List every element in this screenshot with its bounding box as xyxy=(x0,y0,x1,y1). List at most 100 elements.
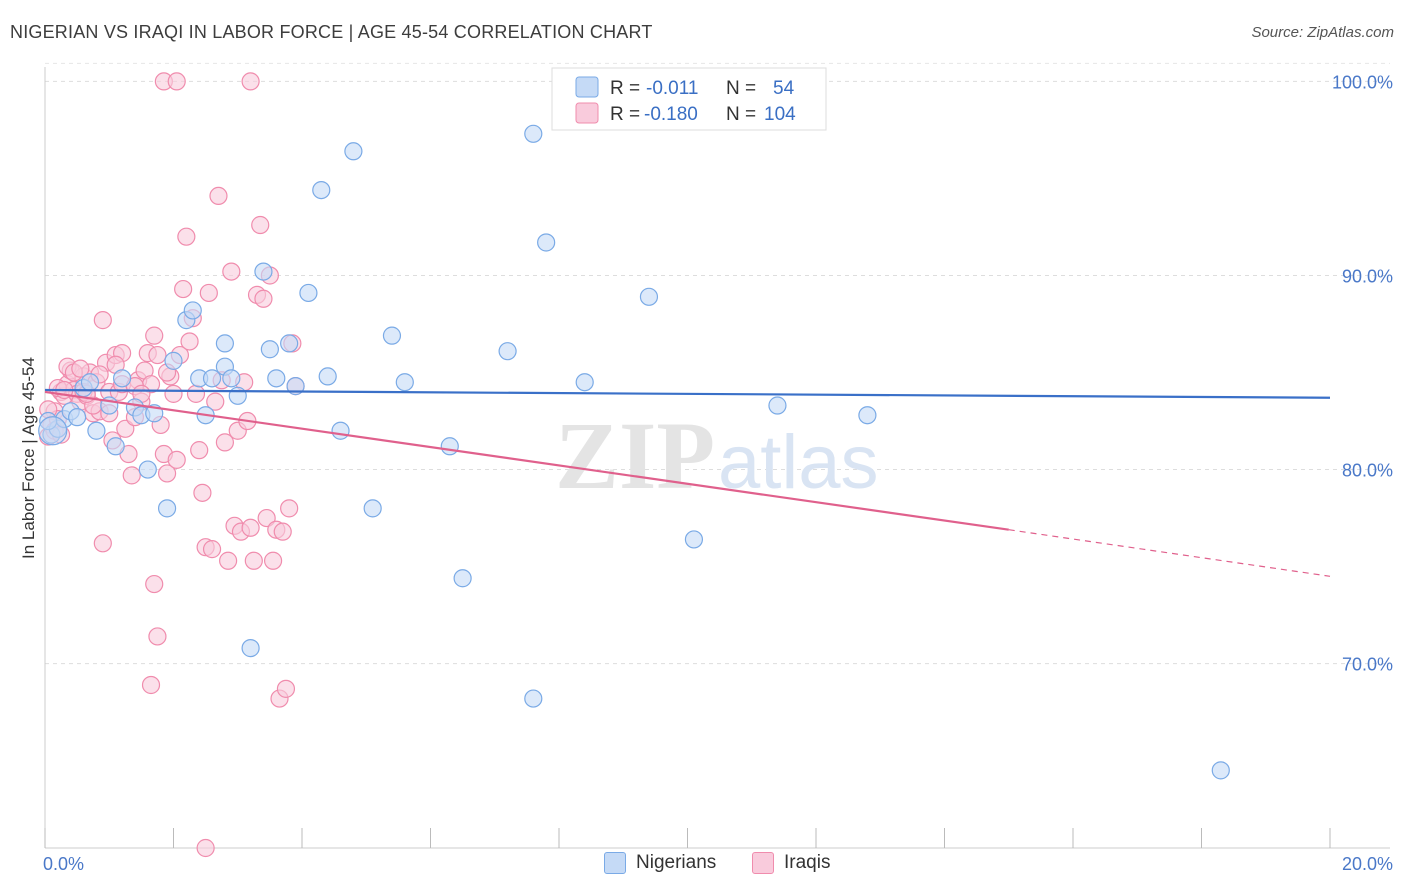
iraqi-point-55 xyxy=(215,433,234,452)
nigerian-point-51 xyxy=(858,406,877,425)
nigerian-trend-line xyxy=(44,388,1331,399)
legend-swatch-iraqis-bottom xyxy=(752,852,774,874)
nigerian-point-50 xyxy=(768,396,787,415)
nigerian-point-45 xyxy=(537,233,556,252)
nigerian-point-9 xyxy=(106,437,125,456)
iraqi-point-46 xyxy=(186,384,206,403)
nigerian-point-36 xyxy=(344,142,363,161)
legend-n-value-2: 104 xyxy=(764,104,796,125)
iraqi-point-26 xyxy=(122,466,141,485)
iraqi-point-56 xyxy=(219,551,238,570)
nigerian-point-13 xyxy=(138,460,157,479)
series-legend: Nigerians Iraqis xyxy=(0,852,1406,878)
legend-r-label-2: R = xyxy=(610,104,640,125)
iraqi-point-39 xyxy=(164,384,183,403)
gridlines xyxy=(45,62,1390,665)
iraqi-point-17 xyxy=(93,311,112,330)
nigerian-point-46 xyxy=(575,373,594,392)
legend-r-value-2: -0.180 xyxy=(644,104,698,125)
legend-item-iraqis: Iraqis xyxy=(752,852,830,874)
iraqi-point-86 xyxy=(196,838,215,858)
iraqi-point-40 xyxy=(167,450,186,469)
iraqi-point-64 xyxy=(244,551,263,570)
nigerian-point-35 xyxy=(331,421,350,440)
nigerian-point-4 xyxy=(68,408,87,427)
iraqi-point-37 xyxy=(157,464,177,483)
iraqi-point-44 xyxy=(180,332,199,351)
axes xyxy=(44,67,1390,849)
nigerian-point-34 xyxy=(318,367,337,386)
chart-title: NIGERIAN VS IRAQI IN LABOR FORCE | AGE 4… xyxy=(10,22,653,42)
watermark-atlas: atlas xyxy=(718,420,879,505)
legend-label-iraqis: Iraqis xyxy=(784,852,831,873)
y-tick-label-2: 90.0% xyxy=(1342,266,1393,286)
legend-n-value-1: 54 xyxy=(773,78,795,99)
iraqi-point-74 xyxy=(276,679,296,698)
legend-item-nigerians: Nigerians xyxy=(604,852,716,874)
nigerian-point-15 xyxy=(157,499,177,518)
iraqi-point-79 xyxy=(93,534,112,553)
iraqi-point-70 xyxy=(263,551,283,570)
source-label: Source: ZipAtlas.com xyxy=(1251,24,1394,41)
nigerian-point-32 xyxy=(299,283,318,303)
nigerian-point-7 xyxy=(87,421,106,440)
nigerian-point-26 xyxy=(241,639,260,658)
nigerian-point-31 xyxy=(286,377,305,396)
nigerian-point-21 xyxy=(202,369,222,388)
iraqi-point-82 xyxy=(141,675,161,695)
nigerian-point-44 xyxy=(524,689,543,708)
iraqi-point-50 xyxy=(199,283,218,303)
nigerian-point-48 xyxy=(684,530,704,549)
iraqi-point-24 xyxy=(116,419,135,438)
nigerian-point-29 xyxy=(267,369,286,388)
iraqi-trend-line xyxy=(44,390,1009,531)
iraqi-point-75 xyxy=(280,499,299,518)
nigerians-points xyxy=(38,72,1230,780)
legend-swatch-nigerians xyxy=(575,76,599,98)
iraqi-point-98 xyxy=(71,359,90,378)
tick-labels: 70.0% 80.0% 90.0% 100.0% 0.0% 20.0% xyxy=(43,72,1393,874)
watermark: ZIP atlas xyxy=(555,402,879,509)
y-tick-label-1: 80.0% xyxy=(1342,461,1393,481)
iraqi-point-42 xyxy=(174,279,193,299)
nigerian-point-33 xyxy=(312,180,331,200)
nigerian-point-10 xyxy=(112,369,132,388)
nigerian-point-25 xyxy=(228,386,247,405)
legend-label-nigerians: Nigerians xyxy=(636,852,717,873)
iraqi-point-47 xyxy=(190,441,209,460)
iraqi-point-73 xyxy=(273,522,292,541)
watermark-zip: ZIP xyxy=(555,402,715,509)
iraqi-point-85 xyxy=(241,72,260,91)
nigerian-point-23 xyxy=(215,334,234,353)
nigerian-point-41 xyxy=(453,569,472,588)
iraqi-point-33 xyxy=(145,326,164,345)
legend-swatch-iraqis xyxy=(575,102,599,124)
iraqi-point-66 xyxy=(251,215,270,235)
nigerian-point-6 xyxy=(80,373,100,392)
iraqis-points xyxy=(39,72,305,858)
legend-r-value-1: -0.011 xyxy=(646,78,698,99)
iraqi-point-84 xyxy=(167,72,186,91)
legend-n-label-1: N = xyxy=(726,78,756,99)
iraqi-point-81 xyxy=(148,627,167,646)
legend-swatch-nigerians-bottom xyxy=(604,852,626,874)
legend-r-label-1: R = xyxy=(610,78,640,99)
nigerian-point-16 xyxy=(164,351,183,370)
iraqi-point-43 xyxy=(177,227,196,246)
iraqi-point-34 xyxy=(148,345,167,365)
iraqi-point-57 xyxy=(222,262,241,281)
nigerian-point-37 xyxy=(363,499,382,518)
nigerian-point-28 xyxy=(260,340,279,359)
correlation-legend: R = -0.011 N = 54 R = -0.180 N = 104 xyxy=(551,67,827,131)
nigerian-point-43 xyxy=(524,124,543,143)
iraqi-point-51 xyxy=(202,540,222,559)
nigerian-point-30 xyxy=(280,334,299,353)
nigerian-point-40 xyxy=(440,437,459,456)
nigerian-point-38 xyxy=(382,326,402,345)
iraqi-point-52 xyxy=(206,392,225,411)
iraqi-point-48 xyxy=(193,483,212,502)
legend-n-label-2: N = xyxy=(726,104,756,125)
nigerian-point-27 xyxy=(254,262,273,281)
iraqi-point-67 xyxy=(254,289,273,308)
